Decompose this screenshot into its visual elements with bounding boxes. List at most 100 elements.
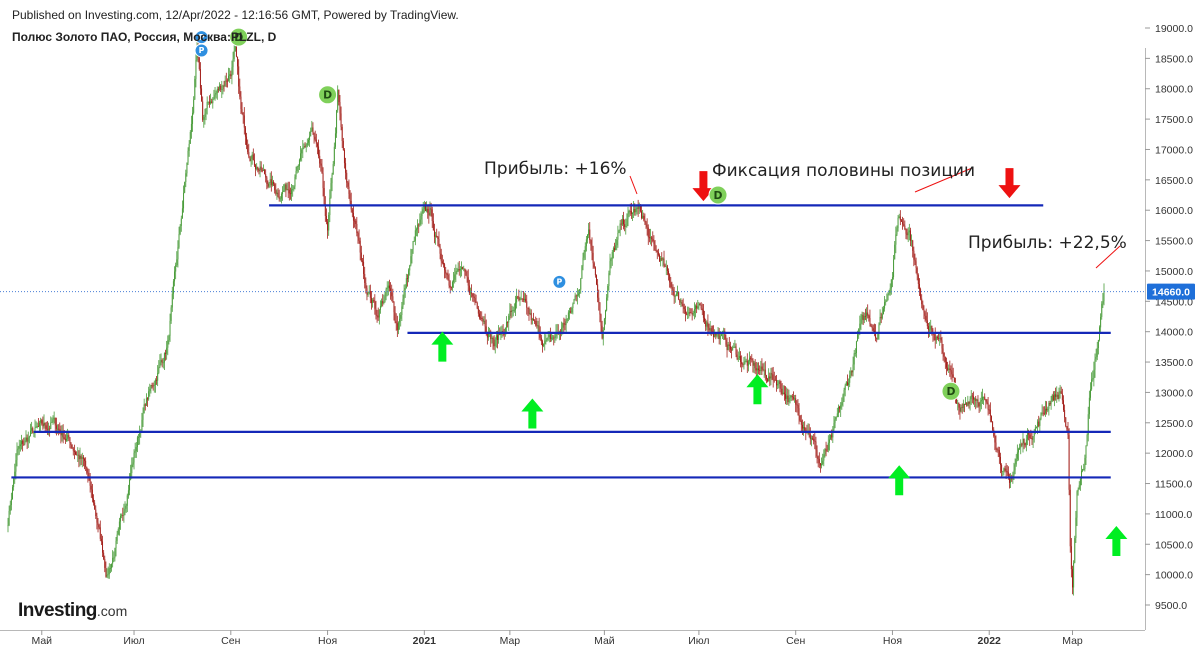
candle [767,377,769,383]
candle [750,355,752,367]
candle [288,181,290,201]
candle [974,397,976,408]
candle [934,327,936,349]
candle [899,210,901,226]
candle [394,306,396,324]
candle [278,189,280,202]
candle [672,284,674,296]
candle [15,453,17,480]
candle [1100,313,1102,334]
candle [39,420,41,432]
candle [302,140,304,159]
candle [309,131,311,147]
candle [876,337,878,343]
candle [261,167,263,173]
candle [224,75,226,87]
candle [206,96,208,115]
candle [141,412,143,432]
candle [740,351,742,368]
candle [943,352,945,363]
candle [735,343,737,358]
candle [868,314,870,322]
candle [169,313,171,342]
candle [942,344,944,361]
candle [710,325,712,336]
candle [366,285,368,301]
candle [106,568,108,578]
candle [186,162,188,177]
candle [1074,535,1076,564]
candle [296,165,298,174]
candle [878,322,880,340]
candle [679,299,681,306]
candle [960,404,962,413]
candle [782,385,784,395]
candle [390,282,392,300]
candle [90,481,92,498]
candle [136,435,138,453]
candle [986,399,988,405]
candle [842,393,844,407]
candle [546,337,548,342]
candle [510,303,512,319]
candle [747,359,749,372]
candle [442,259,444,268]
candle [846,374,848,387]
candle [911,234,913,247]
candle [1084,454,1086,472]
candle [361,257,363,266]
candle [123,503,125,523]
candle [477,305,479,317]
candle [773,371,775,383]
candle [88,468,90,481]
y-tick-label: 11000.0 [1155,509,1192,521]
candle [293,185,295,192]
candle [670,276,672,289]
candle [25,430,27,443]
candle [602,327,604,346]
candle [482,316,484,326]
candle [172,279,174,300]
candle [1095,348,1097,362]
candle [841,397,843,410]
candle [103,550,105,561]
candle [98,523,100,530]
candle [163,352,165,371]
candle [406,274,408,287]
candle [509,303,511,320]
candle [1043,406,1045,416]
candle [26,434,28,450]
candle [422,202,424,214]
y-tick-label: 19000.0 [1155,23,1193,35]
candle [1094,353,1096,378]
candle [544,332,546,351]
candle [244,126,246,145]
candle [429,201,431,217]
candle [365,277,367,294]
candle [552,334,554,341]
candle [402,294,404,310]
candle [188,140,190,157]
candle [578,289,580,297]
candle [1102,293,1104,309]
candle [95,505,97,520]
candle [1065,417,1067,428]
up-arrow-icon [888,465,911,496]
candle [765,374,767,384]
candle [266,175,268,190]
candle [214,86,216,101]
candle [187,147,189,166]
candle [609,253,611,276]
candle [58,424,60,436]
candle [328,212,330,236]
candle [963,403,965,413]
candle [663,250,665,268]
candle [297,164,299,173]
candle [367,291,369,297]
candle [1010,473,1012,489]
candle [107,566,109,579]
candle [262,164,264,171]
candle [421,207,423,225]
candle [498,325,500,344]
candle [287,181,289,199]
